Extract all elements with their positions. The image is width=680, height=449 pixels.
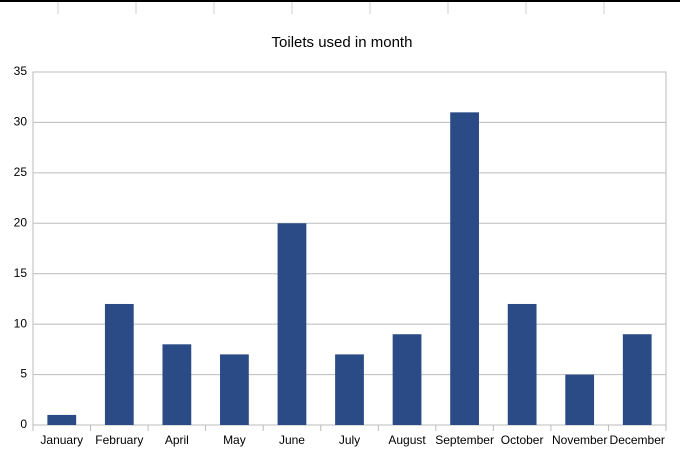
x-tick-label: November xyxy=(552,433,607,447)
sheet-columns xyxy=(57,2,605,14)
x-tick-label: December xyxy=(610,433,665,447)
x-tick-label: April xyxy=(165,433,189,447)
chart-title: Toilets used in month xyxy=(272,34,413,51)
y-tick-label: 20 xyxy=(14,215,28,229)
bar xyxy=(335,354,364,425)
bar xyxy=(450,112,479,425)
y-tick-label: 35 xyxy=(14,64,28,78)
bar xyxy=(47,414,77,425)
bar xyxy=(104,303,134,425)
bar xyxy=(392,334,422,425)
bar xyxy=(622,334,652,425)
x-tick-label: February xyxy=(95,433,143,447)
bar xyxy=(220,354,249,425)
x-tick-label: May xyxy=(223,433,246,447)
bar xyxy=(507,303,537,425)
x-tick-label: June xyxy=(279,433,305,447)
y-tick-label: 15 xyxy=(14,266,28,280)
x-tick-label: August xyxy=(388,433,426,447)
y-tick-label: 0 xyxy=(20,417,27,431)
bar xyxy=(162,344,192,425)
y-tick-label: 10 xyxy=(14,316,28,330)
y-tick-label: 5 xyxy=(20,367,27,381)
x-tick-label: October xyxy=(501,433,544,447)
bar xyxy=(565,374,595,425)
bar xyxy=(277,223,307,425)
x-tick-label: July xyxy=(339,433,360,447)
x-tick-label: January xyxy=(40,433,83,447)
y-tick-label: 30 xyxy=(14,115,28,129)
x-tick-label: September xyxy=(435,433,494,447)
y-tick-label: 25 xyxy=(14,165,28,179)
